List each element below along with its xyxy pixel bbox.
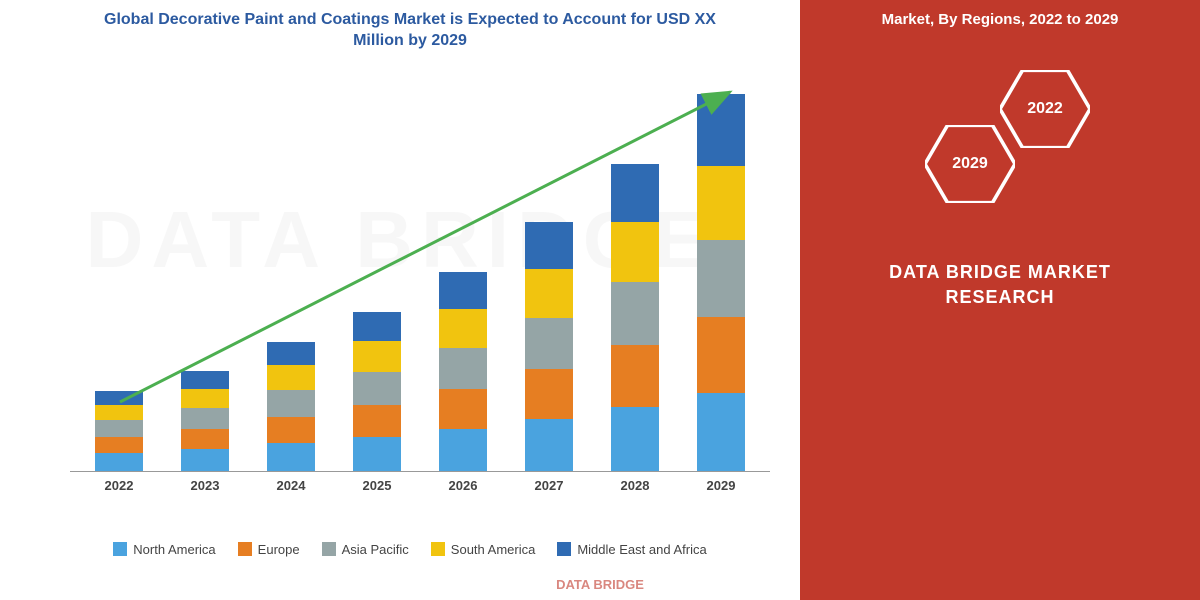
bar-stack [439,272,487,471]
legend-item: Europe [238,542,300,557]
bar-segment [611,282,659,345]
bar-segment [525,419,573,471]
bar-segment [267,342,315,365]
bar-segment [525,269,573,318]
bar-segment [353,437,401,471]
bar-segment [353,372,401,405]
main-container: DATA BRIDGE Global Decorative Paint and … [0,0,1200,600]
x-axis-label: 2028 [606,478,664,493]
bar-segment [611,407,659,471]
bar-segment [611,345,659,407]
legend-swatch [557,542,571,556]
legend-swatch [431,542,445,556]
bar-segment [353,312,401,341]
bar-stack [181,371,229,471]
bar-segment [439,429,487,471]
bar-segment [181,449,229,471]
bar-stack [353,312,401,471]
bar-segment [267,365,315,390]
chart-title: Global Decorative Paint and Coatings Mar… [40,10,780,52]
footer-logo: DATA BRIDGE [556,577,644,592]
bar-column: 2026 [434,72,492,471]
legend-label: South America [451,542,536,557]
bar-stack [95,391,143,471]
bar-segment [267,390,315,417]
bar-stack [525,222,573,471]
bar-segment [439,272,487,309]
x-axis-label: 2025 [348,478,406,493]
bar-segment [95,420,143,437]
bar-segment [353,341,401,372]
brand-text: DATA BRIDGE MARKET RESEARCH [820,260,1180,310]
bar-segment [611,164,659,222]
chart-legend: North America Europe Asia Pacific South Ame… [40,542,780,557]
bar-column: 2028 [606,72,664,471]
bar-segment [439,348,487,389]
bar-segment [611,222,659,282]
bar-column: 2025 [348,72,406,471]
bar-segment [353,405,401,437]
bar-segment [697,240,745,317]
bar-column: 2027 [520,72,578,471]
stacked-bar-chart: 2022 2023 2024 2025 2026 2027 2028 2029 [70,72,770,472]
right-panel: Market, By Regions, 2022 to 2029 2022202… [800,0,1200,600]
hexagon-badge: 2029 [925,125,1015,203]
bar-column: 2024 [262,72,320,471]
bar-column: 2023 [176,72,234,471]
bar-segment [181,429,229,449]
x-axis-label: 2024 [262,478,320,493]
bar-segment [439,389,487,429]
bar-segment [267,417,315,443]
chart-panel: DATA BRIDGE Global Decorative Paint and … [0,0,800,600]
bar-segment [525,222,573,269]
bar-segment [95,437,143,453]
bar-stack [611,164,659,471]
legend-swatch [238,542,252,556]
legend-swatch [113,542,127,556]
x-axis-label: 2023 [176,478,234,493]
brand-line-2: RESEARCH [820,285,1180,310]
bar-segment [267,443,315,471]
x-axis-label: 2029 [692,478,750,493]
legend-label: North America [133,542,215,557]
bar-stack [697,94,745,471]
bar-column: 2029 [692,72,750,471]
bar-segment [525,318,573,369]
bar-segment [525,369,573,419]
bar-segment [95,453,143,471]
legend-item: South America [431,542,536,557]
bar-segment [181,389,229,408]
x-axis-label: 2026 [434,478,492,493]
bar-segment [95,405,143,420]
legend-item: Asia Pacific [322,542,409,557]
bar-segment [439,309,487,348]
legend-label: Europe [258,542,300,557]
bar-segment [697,94,745,166]
x-axis-label: 2022 [90,478,148,493]
legend-label: Middle East and Africa [577,542,706,557]
bar-segment [181,408,229,429]
bar-column: 2022 [90,72,148,471]
bar-segment [697,393,745,471]
legend-swatch [322,542,336,556]
bar-segment [181,371,229,389]
legend-label: Asia Pacific [342,542,409,557]
x-axis-label: 2027 [520,478,578,493]
bar-segment [95,391,143,405]
chart-wrap: 2022 2023 2024 2025 2026 2027 2028 2029 [40,72,780,502]
legend-item: Middle East and Africa [557,542,706,557]
brand-line-1: DATA BRIDGE MARKET [820,260,1180,285]
bar-stack [267,342,315,471]
hexagon-group: 20222029 [900,70,1100,230]
legend-item: North America [113,542,215,557]
bar-segment [697,317,745,393]
right-panel-title: Market, By Regions, 2022 to 2029 [820,10,1180,30]
bar-segment [697,166,745,240]
